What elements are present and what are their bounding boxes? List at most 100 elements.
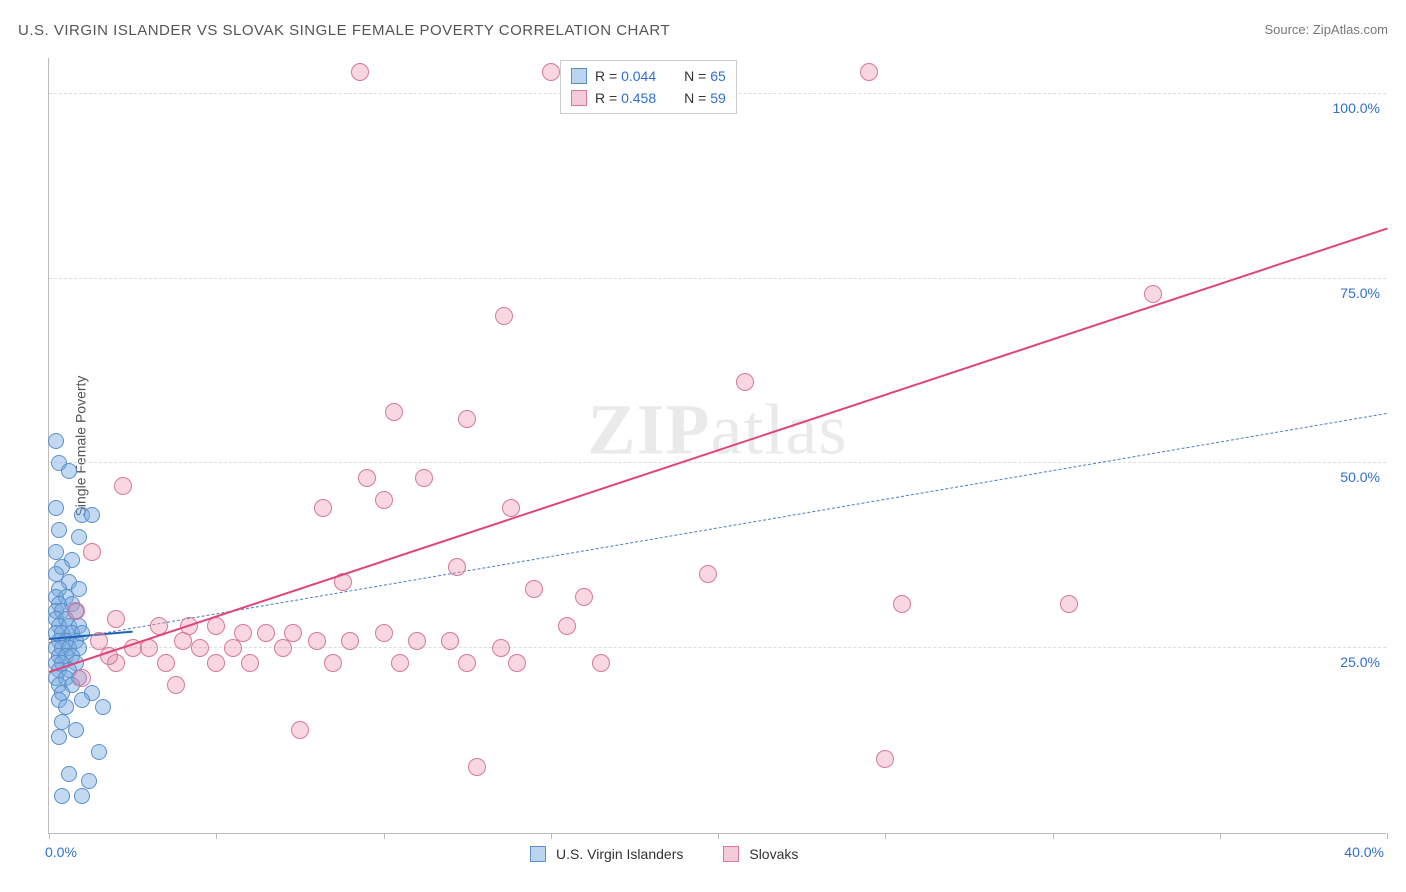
data-point xyxy=(375,491,393,509)
x-tick xyxy=(885,833,886,839)
data-point xyxy=(157,654,175,672)
legend-swatch xyxy=(530,846,546,862)
data-point xyxy=(61,463,77,479)
legend-label: U.S. Virgin Islanders xyxy=(556,846,683,862)
data-point xyxy=(468,758,486,776)
data-point xyxy=(95,699,111,715)
data-point xyxy=(441,632,459,650)
data-point xyxy=(358,469,376,487)
data-point xyxy=(508,654,526,672)
data-point xyxy=(391,654,409,672)
data-point xyxy=(458,410,476,428)
data-point xyxy=(224,639,242,657)
data-point xyxy=(58,699,74,715)
scatter-plot: ZIPatlas 25.0%50.0%75.0%100.0%0.0%40.0% xyxy=(48,58,1386,834)
data-point xyxy=(575,588,593,606)
watermark: ZIPatlas xyxy=(588,389,848,472)
x-tick xyxy=(551,833,552,839)
x-tick xyxy=(384,833,385,839)
trend-line xyxy=(49,228,1388,673)
x-tick xyxy=(1220,833,1221,839)
data-point xyxy=(73,669,91,687)
data-point xyxy=(876,750,894,768)
data-point xyxy=(114,477,132,495)
data-point xyxy=(502,499,520,517)
data-point xyxy=(351,63,369,81)
data-point xyxy=(51,522,67,538)
gridline xyxy=(49,278,1386,279)
data-point xyxy=(207,654,225,672)
y-tick-label: 50.0% xyxy=(1340,469,1380,485)
data-point xyxy=(83,543,101,561)
data-point xyxy=(207,617,225,635)
legend-swatch xyxy=(571,68,587,84)
data-point xyxy=(48,500,64,516)
data-point xyxy=(71,529,87,545)
data-point xyxy=(408,632,426,650)
data-point xyxy=(415,469,433,487)
data-point xyxy=(458,654,476,672)
trend-line xyxy=(49,413,1387,643)
y-tick-label: 25.0% xyxy=(1340,654,1380,670)
data-point xyxy=(492,639,510,657)
data-point xyxy=(84,507,100,523)
r-label: R = 0.458 xyxy=(595,90,656,106)
data-point xyxy=(174,632,192,650)
data-point xyxy=(140,639,158,657)
source-label: Source: ZipAtlas.com xyxy=(1264,22,1388,37)
data-point xyxy=(308,632,326,650)
n-label: N = 59 xyxy=(684,90,726,106)
x-tick xyxy=(1387,833,1388,839)
data-point xyxy=(385,403,403,421)
data-point xyxy=(1144,285,1162,303)
data-point xyxy=(67,602,85,620)
data-point xyxy=(68,722,84,738)
data-point xyxy=(495,307,513,325)
data-point xyxy=(1060,595,1078,613)
data-point xyxy=(54,788,70,804)
data-point xyxy=(81,773,97,789)
data-point xyxy=(107,610,125,628)
data-point xyxy=(61,766,77,782)
data-point xyxy=(51,729,67,745)
y-tick-label: 75.0% xyxy=(1340,285,1380,301)
data-point xyxy=(167,676,185,694)
data-point xyxy=(893,595,911,613)
data-point xyxy=(375,624,393,642)
gridline xyxy=(49,647,1386,648)
data-point xyxy=(91,744,107,760)
gridline xyxy=(49,462,1386,463)
data-point xyxy=(736,373,754,391)
x-tick-label: 40.0% xyxy=(1344,844,1384,860)
data-point xyxy=(448,558,466,576)
x-tick xyxy=(718,833,719,839)
x-tick xyxy=(1053,833,1054,839)
data-point xyxy=(48,544,64,560)
data-point xyxy=(860,63,878,81)
legend-swatch xyxy=(723,846,739,862)
data-point xyxy=(74,788,90,804)
data-point xyxy=(191,639,209,657)
stats-legend-row: R = 0.044 N = 65 xyxy=(571,65,726,87)
chart-title: U.S. VIRGIN ISLANDER VS SLOVAK SINGLE FE… xyxy=(18,22,670,39)
data-point xyxy=(592,654,610,672)
data-point xyxy=(257,624,275,642)
data-point xyxy=(274,639,292,657)
data-point xyxy=(314,499,332,517)
x-tick xyxy=(216,833,217,839)
data-point xyxy=(291,721,309,739)
data-point xyxy=(48,433,64,449)
data-point xyxy=(542,63,560,81)
data-point xyxy=(241,654,259,672)
series-legend: U.S. Virgin Islanders Slovaks xyxy=(530,846,828,862)
r-label: R = 0.044 xyxy=(595,68,656,84)
x-tick xyxy=(49,833,50,839)
data-point xyxy=(341,632,359,650)
n-label: N = 65 xyxy=(684,68,726,84)
data-point xyxy=(525,580,543,598)
legend-label: Slovaks xyxy=(749,846,798,862)
x-tick-label: 0.0% xyxy=(45,844,77,860)
stats-legend: R = 0.044 N = 65 R = 0.458 N = 59 xyxy=(560,60,737,114)
data-point xyxy=(74,692,90,708)
data-point xyxy=(699,565,717,583)
